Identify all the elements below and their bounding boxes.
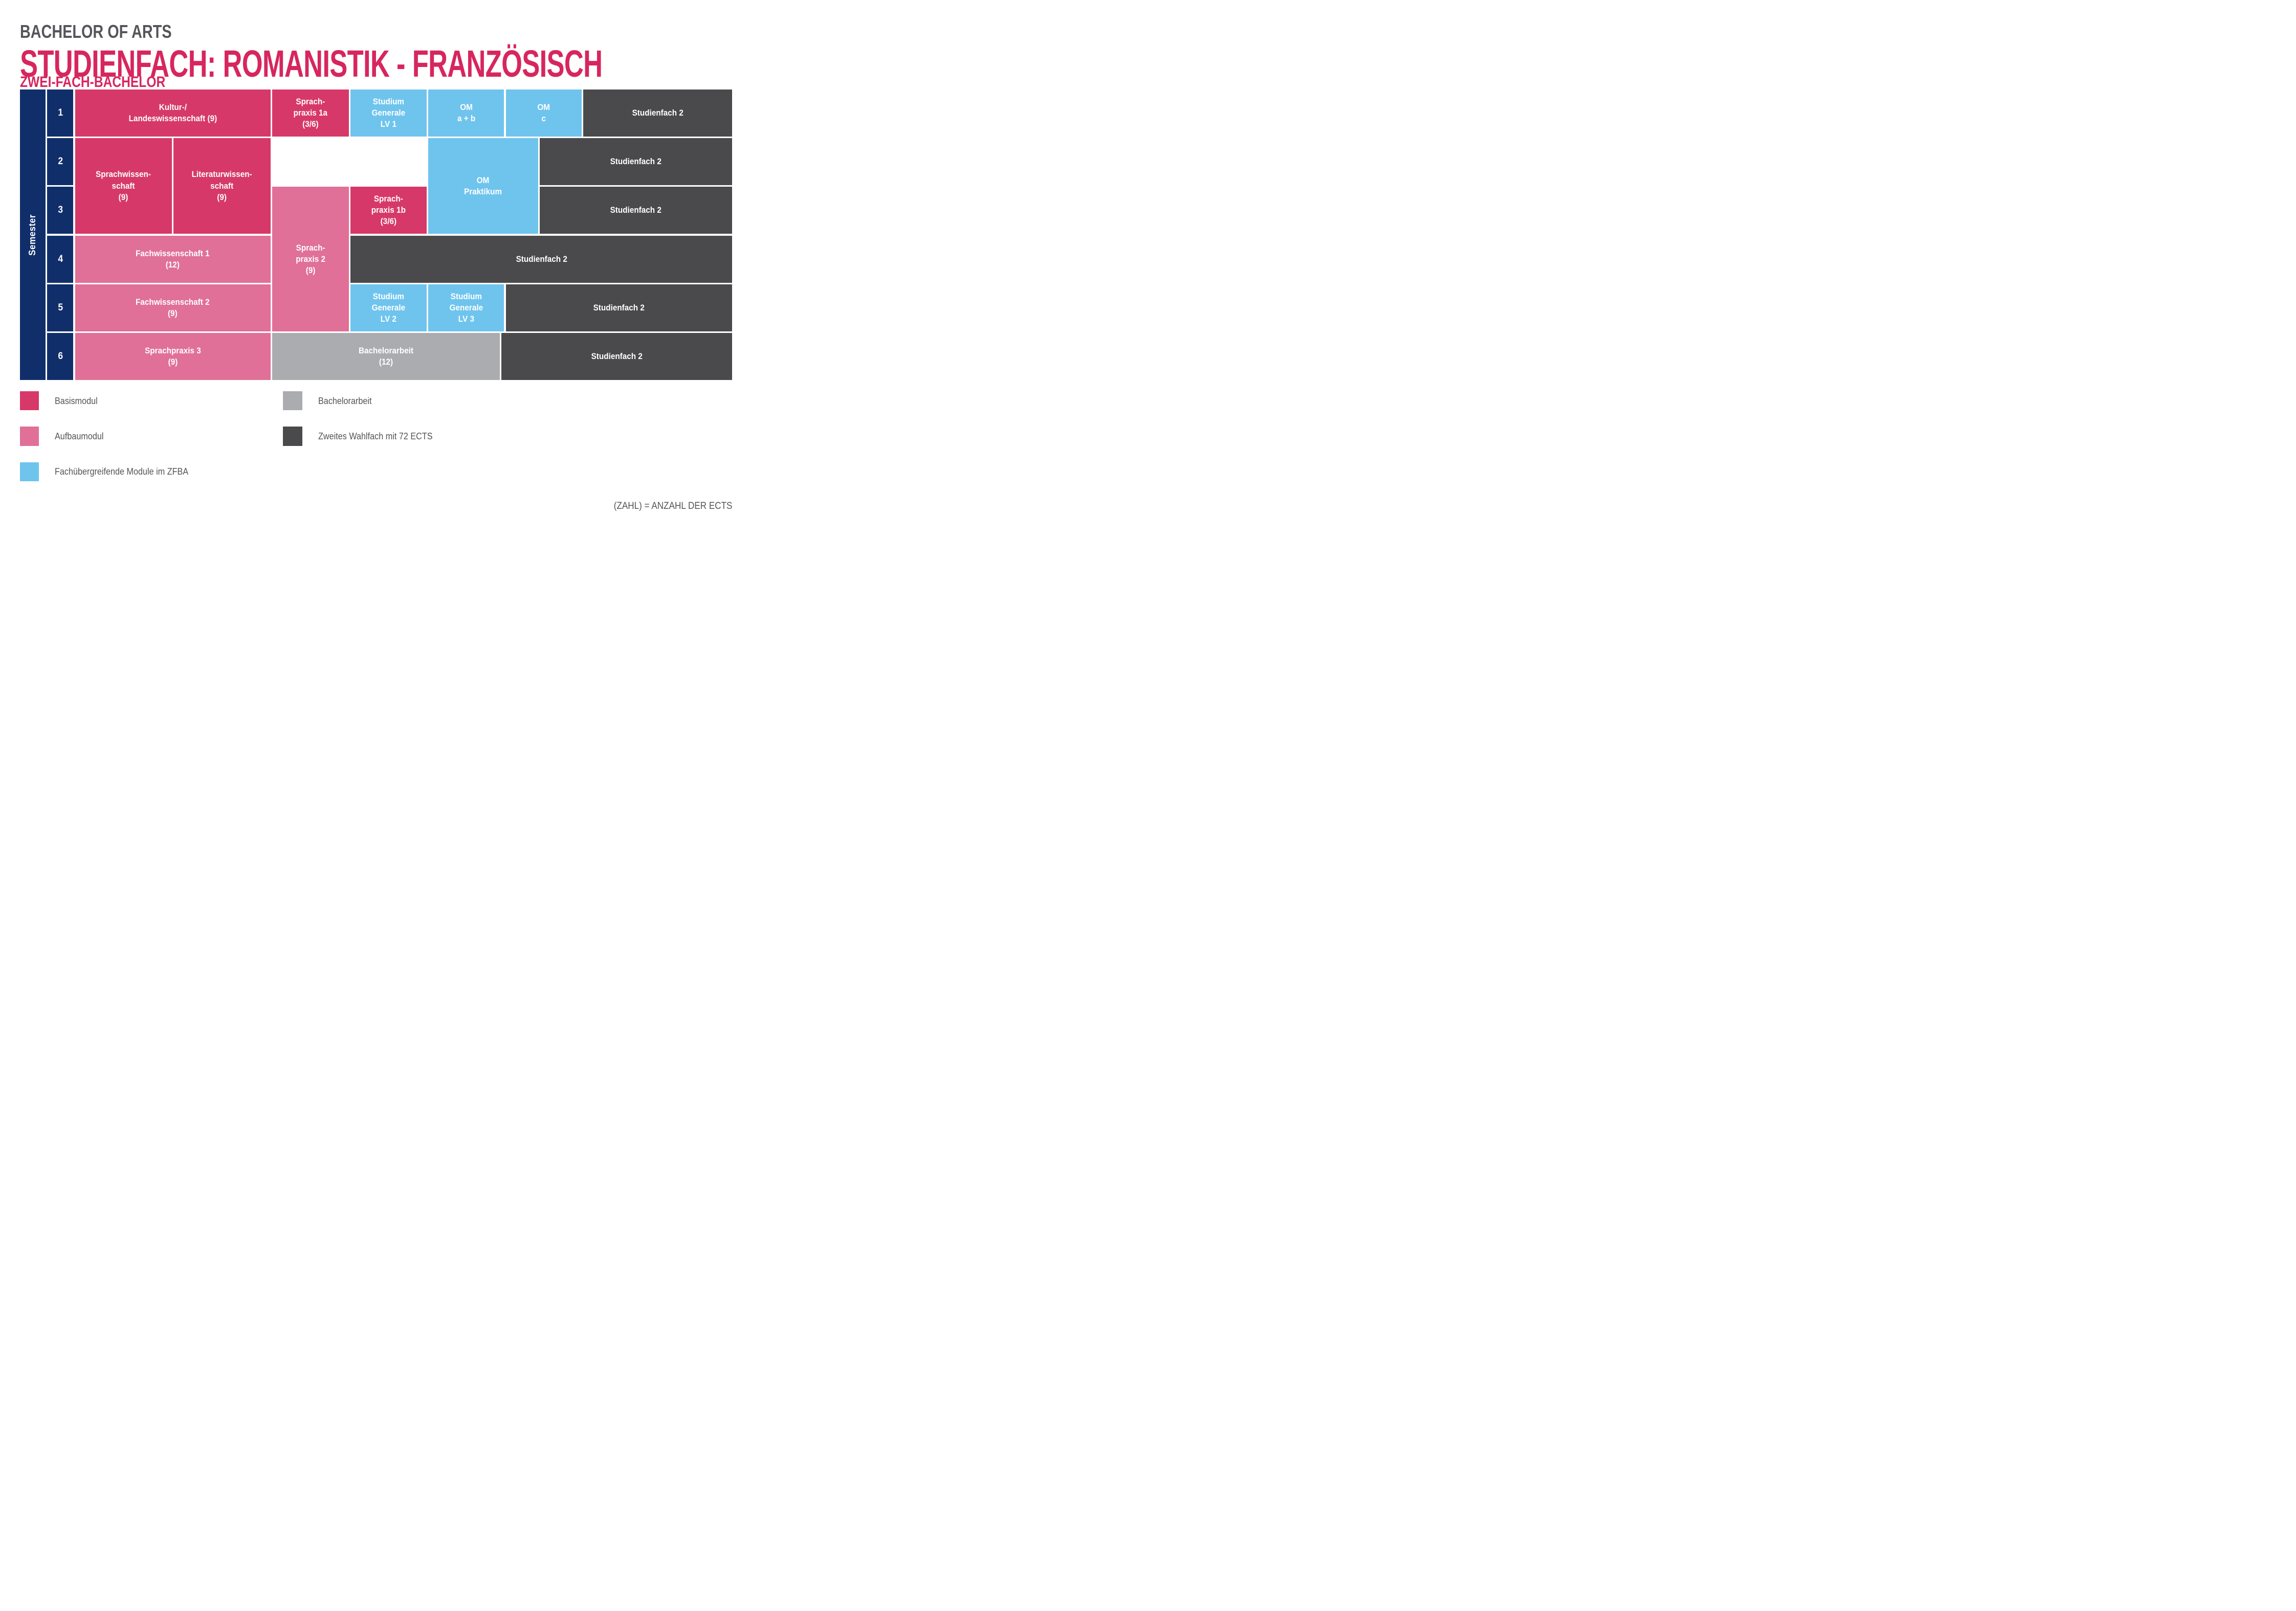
aufbaumodul-swatch bbox=[19, 427, 39, 446]
semester-number-4: 4 bbox=[47, 235, 74, 283]
module-bachelorarbeit: Bachelorarbeit (12) bbox=[272, 333, 500, 381]
module-kultur-landeswissenschaft: Kultur-/ Landeswissenschaft (9) bbox=[75, 89, 271, 137]
semester-axis-label: Semester bbox=[27, 214, 38, 256]
semester-plan-grid: Semester 1 2 3 4 5 6 Kultur-/ Landeswiss… bbox=[19, 89, 733, 381]
module-om-c: OM c bbox=[505, 89, 582, 137]
bachelorarbeit-swatch bbox=[283, 391, 302, 411]
degree-eyebrow: BACHELOR OF ARTS bbox=[20, 21, 172, 42]
ects-footnote: (ZAHL) = ANZAHL DER ECTS bbox=[613, 501, 732, 511]
wahlfach-swatch bbox=[283, 427, 302, 446]
module-sprachpraxis-2: Sprach- praxis 2 (9) bbox=[272, 187, 349, 332]
page-title: STUDIENFACH: ROMANISTIK - FRANZÖSISCH bbox=[20, 42, 603, 85]
module-studienfach2-sem5: Studienfach 2 bbox=[505, 284, 733, 331]
zfba-swatch bbox=[19, 462, 39, 481]
basismodul-swatch bbox=[19, 391, 39, 411]
semester-number-2: 2 bbox=[47, 138, 74, 185]
legend-item-basismodul: Basismodul bbox=[19, 391, 102, 411]
module-studienfach2-sem3: Studienfach 2 bbox=[539, 187, 733, 234]
page-subtitle: ZWEI-FACH-BACHELOR bbox=[20, 74, 166, 91]
module-studium-generale-lv3: Studium Generale LV 3 bbox=[428, 284, 504, 331]
module-om-a-b: OM a + b bbox=[428, 89, 504, 137]
module-studienfach2-sem6: Studienfach 2 bbox=[501, 333, 733, 381]
module-literaturwissenschaft: Literaturwissen- schaft (9) bbox=[173, 138, 271, 234]
module-sprachwissenschaft: Sprachwissen- schaft (9) bbox=[75, 138, 172, 234]
legend-item-aufbaumodul: Aufbaumodul bbox=[19, 427, 109, 446]
semester-number-1: 1 bbox=[47, 89, 74, 137]
semester-number-6: 6 bbox=[47, 333, 74, 381]
semester-number-3: 3 bbox=[47, 187, 74, 234]
module-studienfach2-sem4: Studienfach 2 bbox=[350, 235, 733, 283]
curriculum-diagram-page: BACHELOR OF ARTS STUDIENFACH: ROMANISTIK… bbox=[0, 0, 765, 537]
legend-item-wahlfach: Zweites Wahlfach mit 72 ECTS bbox=[283, 427, 445, 446]
module-sprachpraxis-3: Sprachpraxis 3 (9) bbox=[75, 333, 271, 381]
semester-axis-column: Semester bbox=[19, 89, 46, 381]
module-studienfach2-sem1: Studienfach 2 bbox=[583, 89, 733, 137]
semester-number-5: 5 bbox=[47, 284, 74, 331]
module-fachwissenschaft-2: Fachwissenschaft 2 (9) bbox=[75, 284, 271, 331]
module-studium-generale-lv2: Studium Generale LV 2 bbox=[350, 284, 427, 331]
module-fachwissenschaft-1: Fachwissenschaft 1 (12) bbox=[75, 235, 271, 283]
legend-item-zfba: Fachübergreifende Module im ZFBA bbox=[19, 462, 203, 481]
module-studium-generale-lv1: Studium Generale LV 1 bbox=[350, 89, 427, 137]
module-sprachpraxis-1b: Sprach- praxis 1b (3/6) bbox=[350, 187, 427, 234]
module-om-praktikum: OM Praktikum bbox=[428, 138, 538, 234]
legend-item-bachelorarbeit: Bachelorarbeit bbox=[283, 391, 377, 411]
module-studienfach2-sem2: Studienfach 2 bbox=[539, 138, 733, 185]
module-sprachpraxis-1a: Sprach- praxis 1a (3/6) bbox=[272, 89, 349, 137]
